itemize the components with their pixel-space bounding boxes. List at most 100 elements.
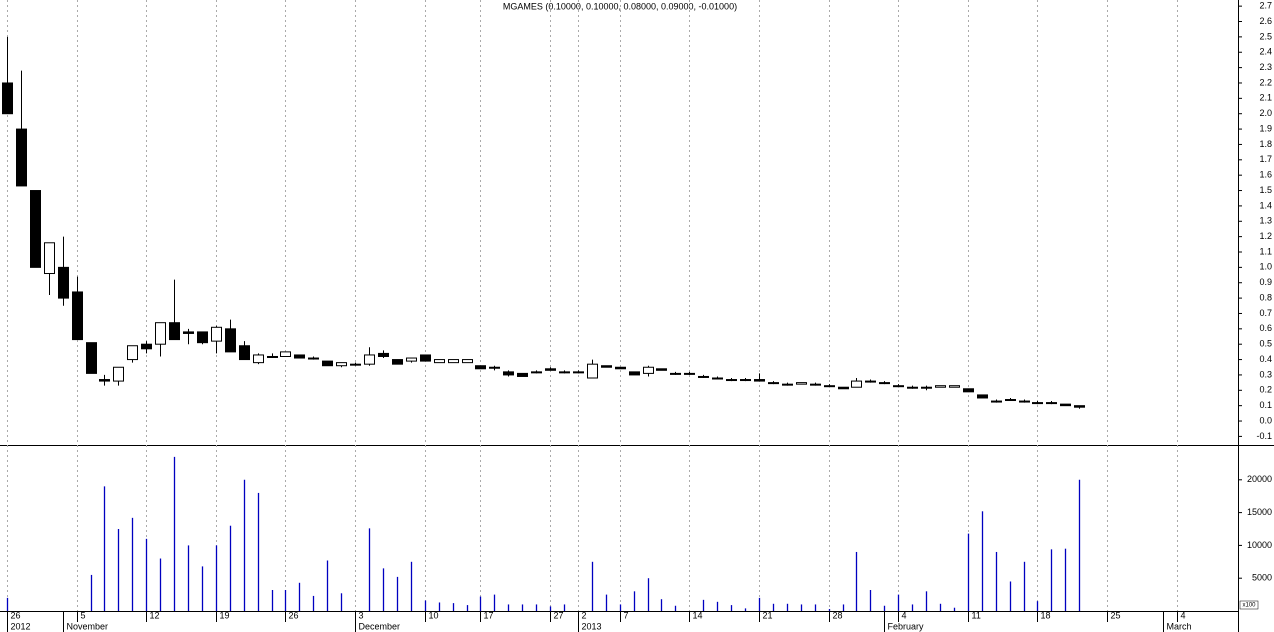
candle-body [503,371,514,376]
candle-body [963,388,974,393]
candle-body [141,343,152,350]
x-tick-label: 14 [693,610,703,620]
candle-body [294,354,305,359]
candle-body [768,382,779,385]
month-label: 2013 [582,621,602,631]
y-tick-label: 2.0 [1259,108,1272,118]
y-tick-label: 0.5 [1259,339,1272,349]
x-tick-label: 11 [972,610,981,620]
candle-body [559,371,570,374]
candle-body [629,371,640,376]
candle-body [1005,399,1016,402]
candle-body [935,385,946,388]
month-label: February [888,621,925,631]
y-tick-label: 1.2 [1259,231,1272,241]
y-tick-label: 1.4 [1259,200,1272,210]
candle-body [921,386,932,389]
candle-body [58,266,69,299]
candle-body [782,383,793,386]
candle-body [462,359,473,364]
candle-body [2,82,13,115]
candle-body [30,190,41,268]
candle-body [531,371,542,374]
candle-body [127,345,138,361]
candle-body [601,365,612,368]
candle-body [838,386,849,390]
candle-body [796,382,807,385]
candle-body [851,380,862,388]
y-tick-label: 0.0 [1259,415,1272,425]
candle-body [99,379,110,382]
candle-body [949,385,960,388]
candle-body [1060,403,1071,407]
x-tick-label: 4 [1181,610,1186,620]
month-label: 2012 [11,621,31,631]
y-tick-label: 2.6 [1259,16,1272,26]
y-tick-label: 2.1 [1259,93,1272,103]
y-tick-label: 0.8 [1259,292,1272,302]
x-tick-label: 12 [150,610,160,620]
y-tick-label: 0.3 [1259,369,1272,379]
candle-body [893,385,904,388]
y-tick-label: -0.1 [1256,431,1272,441]
y-tick-label: 2.4 [1259,47,1272,57]
candle-body [824,385,835,388]
candle-body [211,326,222,342]
candle-body [587,363,598,379]
y-tick-label: 1.7 [1259,154,1272,164]
candle-body [670,372,681,375]
candle-body [350,363,361,366]
candle-body [698,375,709,378]
x-tick-label: 21 [763,610,773,620]
candle-body [86,342,97,374]
candle-body [656,368,667,371]
y-tick-label: 1.1 [1259,246,1272,256]
y-tick-label: 2.2 [1259,77,1272,87]
candle-body [406,357,417,362]
y-tick-label: 1.0 [1259,262,1272,272]
candle-body [239,345,250,361]
y-tick-label: 1.9 [1259,123,1272,133]
y-tick-label: 15000 [1247,507,1272,517]
candle-body [322,360,333,367]
y-tick-label: 0.7 [1259,308,1272,318]
candle-body [489,366,500,369]
x-tick-label: 5 [81,610,86,620]
month-label: November [67,621,109,631]
unit-label: x100 [1242,603,1256,609]
candle-body [1074,405,1085,408]
y-tick-label: 0.9 [1259,277,1272,287]
y-tick-label: 20000 [1247,474,1272,484]
candle-body [643,366,654,374]
candle-body [448,359,459,364]
candle-body [113,366,124,382]
y-tick-label: 5000 [1252,573,1272,583]
candle-body [336,362,347,367]
candle-body [684,372,695,375]
candle-body [1032,402,1043,405]
candle-body [879,382,890,385]
y-tick-label: 1.6 [1259,170,1272,180]
y-tick-label: 1.5 [1259,185,1272,195]
candle-body [991,400,1002,403]
x-tick-label: 28 [833,610,843,620]
y-tick-label: 2.3 [1259,62,1272,72]
candle-body [183,331,194,334]
x-tick-label: 26 [11,610,21,620]
candle-body [420,354,431,362]
candle-body [308,357,319,360]
candle-body [378,352,389,357]
candle-body [475,365,486,370]
x-tick-label: 2 [582,610,587,620]
candle-body [280,351,291,357]
month-label: March [1167,621,1192,631]
candle-body [712,377,723,380]
candle-body [726,379,737,382]
y-tick-label: 1.8 [1259,139,1272,149]
y-tick-label: 0.2 [1259,385,1272,395]
candle-body [573,371,584,374]
candle-body [865,380,876,383]
y-tick-label: 2.5 [1259,31,1272,41]
candle-body [169,322,180,341]
